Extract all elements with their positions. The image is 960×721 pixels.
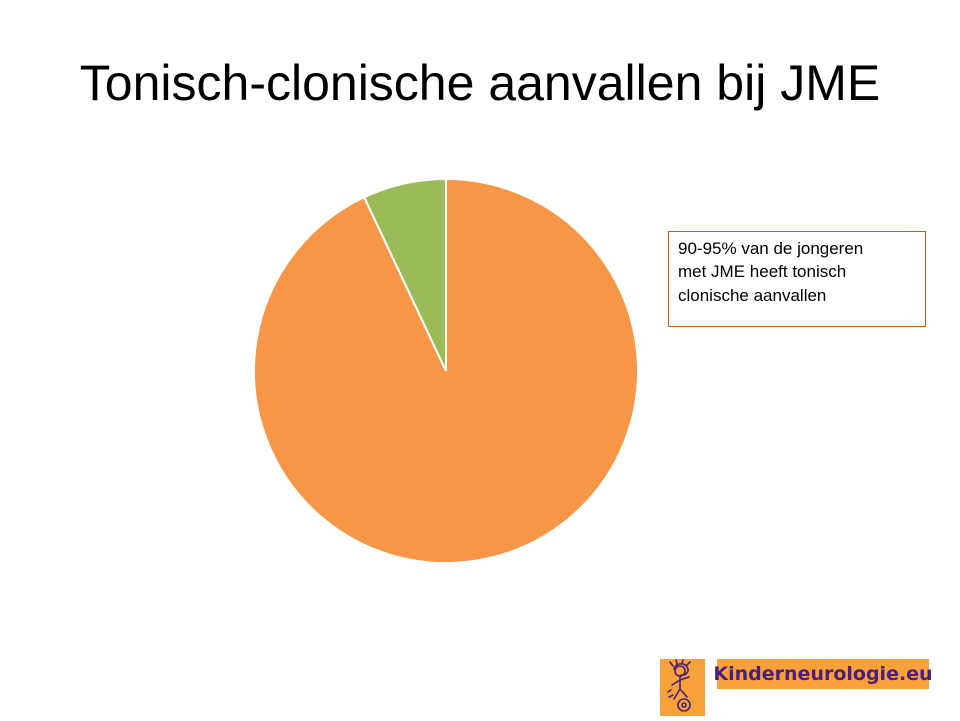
callout-line-3: clonische aanvallen [678, 285, 827, 305]
callout-box: 90-95% van de jongeren met JME heeft ton… [668, 231, 926, 327]
pie-slice-2 [362, 177, 447, 372]
logo-text: Kinderneurologie.eu [713, 659, 933, 689]
pie-slices-group [252, 177, 639, 564]
callout-line-1: 90-95% van de jongeren [678, 239, 864, 258]
callout-line-2: met JME heeft tonisch [678, 262, 847, 282]
child-figure-icon [660, 659, 705, 716]
slide-title: Tonisch-clonische aanvallen bij JME [79, 55, 881, 111]
